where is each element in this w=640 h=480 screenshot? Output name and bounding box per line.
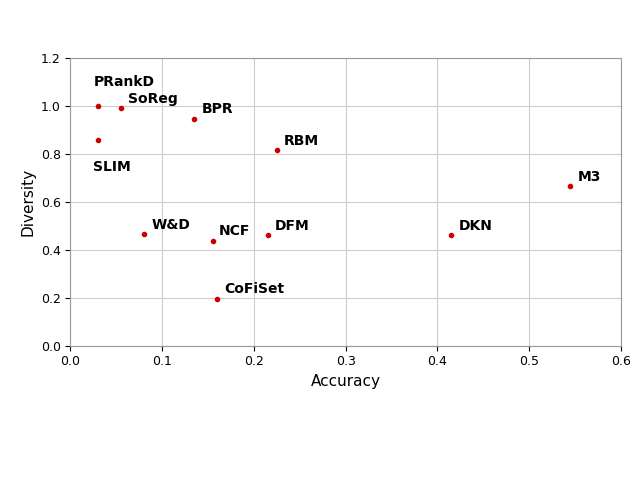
X-axis label: Accuracy: Accuracy bbox=[310, 374, 381, 389]
Text: W&D: W&D bbox=[151, 217, 190, 231]
Text: DFM: DFM bbox=[275, 219, 310, 233]
Text: PRankD: PRankD bbox=[93, 75, 154, 89]
Text: CoFiSet: CoFiSet bbox=[225, 282, 285, 296]
Text: RBM: RBM bbox=[284, 133, 319, 148]
Text: SLIM: SLIM bbox=[93, 159, 131, 174]
Text: BPR: BPR bbox=[202, 102, 233, 116]
Text: NCF: NCF bbox=[219, 224, 250, 238]
Text: M3: M3 bbox=[578, 169, 601, 184]
Text: SoReg: SoReg bbox=[128, 92, 178, 106]
Text: DKN: DKN bbox=[458, 219, 492, 233]
Y-axis label: Diversity: Diversity bbox=[20, 168, 35, 236]
